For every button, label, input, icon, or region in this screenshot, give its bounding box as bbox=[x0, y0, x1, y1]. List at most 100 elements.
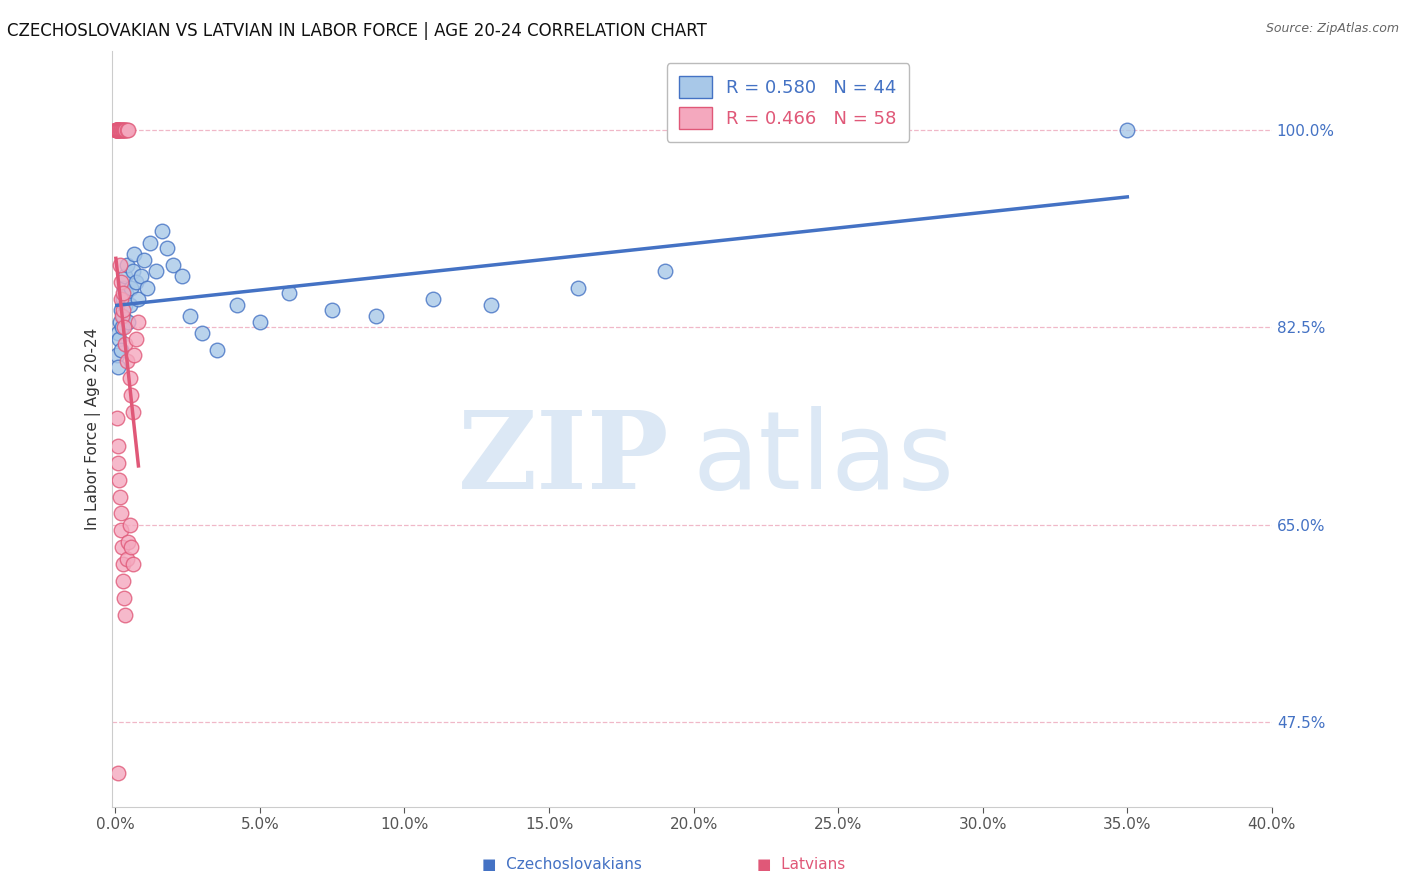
Point bbox=[107, 122, 129, 136]
Point bbox=[136, 281, 159, 295]
Point bbox=[117, 122, 139, 136]
Point bbox=[110, 524, 132, 538]
Point bbox=[112, 303, 135, 318]
Point bbox=[110, 275, 132, 289]
Point bbox=[111, 541, 134, 555]
Point bbox=[479, 298, 502, 312]
Point bbox=[249, 315, 271, 329]
Point bbox=[124, 332, 146, 346]
Point bbox=[110, 292, 132, 306]
Point bbox=[131, 269, 153, 284]
Point bbox=[107, 766, 129, 780]
Point bbox=[127, 292, 149, 306]
Point bbox=[277, 286, 299, 301]
Point bbox=[107, 359, 129, 374]
Point bbox=[107, 439, 129, 453]
Point bbox=[108, 490, 131, 504]
Point bbox=[118, 371, 141, 385]
Point bbox=[107, 332, 129, 346]
Text: ■  Latvians: ■ Latvians bbox=[758, 857, 845, 872]
Point bbox=[110, 343, 132, 357]
Point bbox=[117, 315, 139, 329]
Point bbox=[567, 281, 589, 295]
Point bbox=[225, 298, 247, 312]
Point bbox=[111, 558, 134, 572]
Point bbox=[117, 534, 139, 549]
Point bbox=[112, 122, 135, 136]
Point bbox=[107, 828, 129, 842]
Point bbox=[108, 258, 131, 272]
Point bbox=[110, 303, 132, 318]
Point bbox=[111, 122, 134, 136]
Text: Source: ZipAtlas.com: Source: ZipAtlas.com bbox=[1265, 22, 1399, 36]
Point bbox=[114, 269, 136, 284]
Point bbox=[115, 122, 138, 136]
Point bbox=[112, 309, 135, 323]
Point bbox=[127, 315, 149, 329]
Point bbox=[112, 591, 135, 606]
Point bbox=[108, 122, 131, 136]
Point bbox=[114, 608, 136, 623]
Point bbox=[115, 286, 138, 301]
Point bbox=[112, 574, 135, 589]
Point bbox=[124, 275, 146, 289]
Text: CZECHOSLOVAKIAN VS LATVIAN IN LABOR FORCE | AGE 20-24 CORRELATION CHART: CZECHOSLOVAKIAN VS LATVIAN IN LABOR FORC… bbox=[7, 22, 707, 40]
Point bbox=[105, 348, 128, 362]
Point bbox=[105, 122, 128, 136]
Point bbox=[114, 122, 136, 136]
Point bbox=[121, 558, 143, 572]
Point bbox=[105, 122, 128, 136]
Point bbox=[422, 292, 444, 306]
Point bbox=[122, 247, 145, 261]
Point bbox=[115, 551, 138, 566]
Point bbox=[1116, 122, 1139, 136]
Text: ZIP: ZIP bbox=[457, 406, 669, 512]
Point bbox=[120, 541, 142, 555]
Point bbox=[139, 235, 162, 250]
Point bbox=[111, 309, 134, 323]
Point bbox=[170, 269, 193, 284]
Point bbox=[654, 264, 676, 278]
Point bbox=[110, 122, 132, 136]
Point bbox=[115, 354, 138, 368]
Point bbox=[105, 122, 128, 136]
Legend: R = 0.580   N = 44, R = 0.466   N = 58: R = 0.580 N = 44, R = 0.466 N = 58 bbox=[666, 63, 910, 142]
Point bbox=[107, 122, 129, 136]
Point bbox=[134, 252, 156, 267]
Point bbox=[107, 456, 129, 470]
Point bbox=[321, 303, 343, 318]
Point bbox=[107, 326, 129, 340]
Point bbox=[121, 264, 143, 278]
Point bbox=[107, 122, 129, 136]
Point bbox=[107, 122, 129, 136]
Point bbox=[110, 122, 132, 136]
Point bbox=[111, 320, 134, 334]
Point bbox=[364, 309, 387, 323]
Point bbox=[111, 286, 134, 301]
Point bbox=[107, 473, 129, 487]
Point bbox=[105, 410, 128, 425]
Text: ■  Czechoslovakians: ■ Czechoslovakians bbox=[482, 857, 643, 872]
Point bbox=[120, 388, 142, 402]
Point bbox=[110, 507, 132, 521]
Point bbox=[121, 405, 143, 419]
Point bbox=[115, 258, 138, 272]
Point bbox=[114, 122, 136, 136]
Point bbox=[111, 292, 134, 306]
Point bbox=[105, 122, 128, 136]
Point bbox=[150, 224, 173, 238]
Point bbox=[118, 517, 141, 532]
Point bbox=[179, 309, 201, 323]
Point bbox=[108, 315, 131, 329]
Point bbox=[162, 258, 184, 272]
Point bbox=[120, 281, 142, 295]
Y-axis label: In Labor Force | Age 20-24: In Labor Force | Age 20-24 bbox=[86, 327, 101, 530]
Point bbox=[112, 122, 135, 136]
Point bbox=[191, 326, 214, 340]
Point bbox=[114, 298, 136, 312]
Point bbox=[108, 122, 131, 136]
Point bbox=[205, 343, 228, 357]
Point bbox=[105, 122, 128, 136]
Point bbox=[118, 298, 141, 312]
Point bbox=[156, 241, 179, 255]
